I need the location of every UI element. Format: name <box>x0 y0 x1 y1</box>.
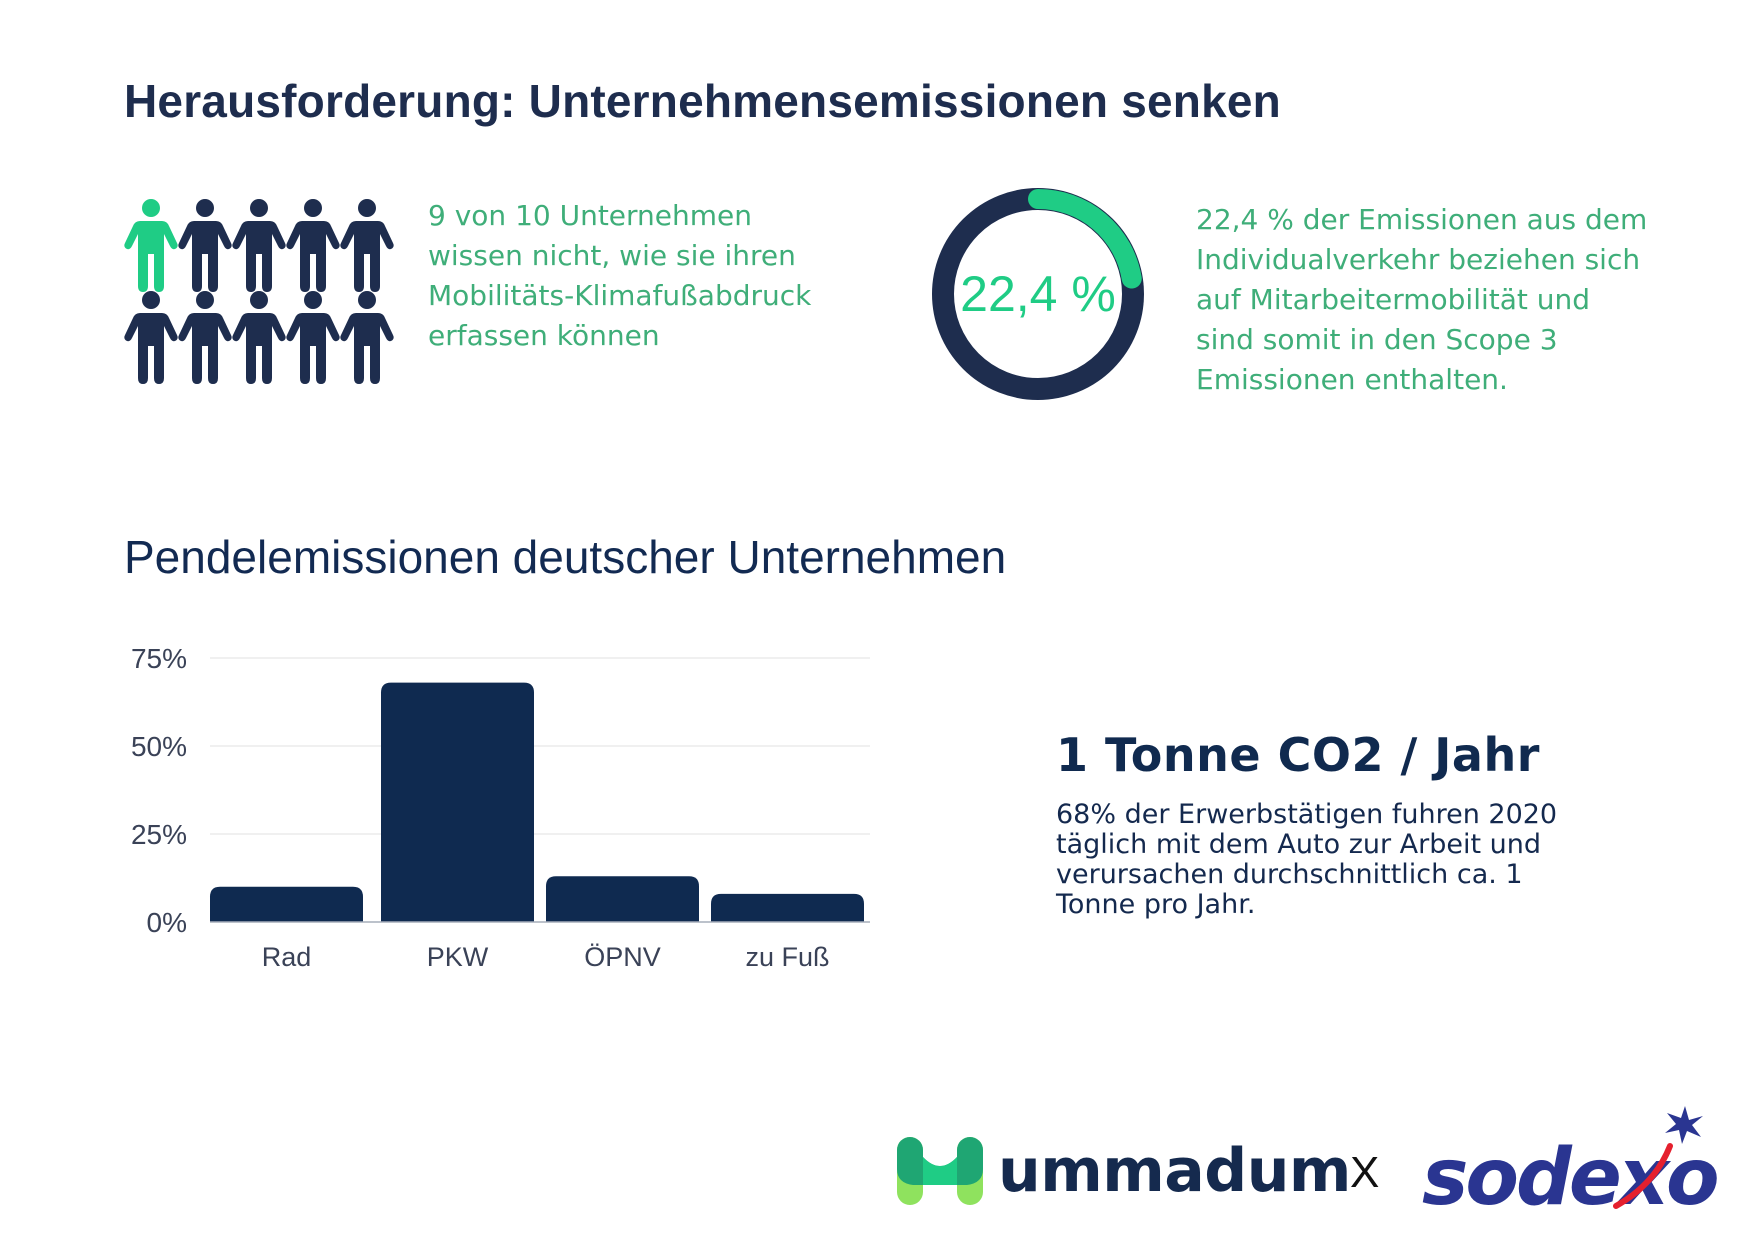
donut-stat-line: 22,4 % der Emissionen aus dem <box>1196 203 1648 236</box>
donut-percent-label: 22,4 % <box>960 266 1116 322</box>
people-stat-line: erfassen können <box>428 319 660 352</box>
bar-chart: 0% 25% 50% 75% Rad PKW ÖPNV zu Fuß <box>131 643 870 972</box>
bar <box>381 682 534 922</box>
person-icon <box>124 291 178 384</box>
callout-title: 1 Tonne CO2 / Jahr <box>1056 728 1540 782</box>
people-stat-line: wissen nicht, wie sie ihren <box>428 239 796 272</box>
x-tick-label: ÖPNV <box>584 942 661 972</box>
y-tick-label: 50% <box>131 731 187 762</box>
y-tick-label: 0% <box>147 907 187 938</box>
sodexo-logo: sodexo <box>1422 1106 1720 1223</box>
person-icon <box>340 199 394 292</box>
page-title: Herausforderung: Unternehmensemissionen … <box>124 75 1281 127</box>
donut-stat-line: Emissionen enthalten. <box>1196 363 1508 396</box>
donut-stat-text: 22,4 % der Emissionen aus dem Individual… <box>1196 200 1666 400</box>
callout-text: 68% der Erwerbstätigen fuhren 2020 tägli… <box>1056 800 1616 920</box>
person-icon-highlighted <box>124 199 178 292</box>
x-tick-label: PKW <box>427 942 489 972</box>
callout-line: täglich mit dem Auto zur Arbeit und <box>1056 829 1542 860</box>
star-icon <box>1665 1106 1703 1144</box>
person-icon <box>286 291 340 384</box>
donut-chart <box>932 188 1144 400</box>
person-icon <box>178 199 232 292</box>
donut-arc-fill <box>1028 189 1142 289</box>
person-icon <box>178 291 232 384</box>
chart-title: Pendelemissionen deutscher Unternehmen <box>124 531 1007 583</box>
ummadum-logo-icon <box>897 1137 983 1205</box>
bar <box>210 886 363 922</box>
callout-line: verursachen durchschnittlich ca. 1 <box>1056 859 1523 890</box>
callout-line: Tonne pro Jahr. <box>1056 889 1256 920</box>
person-icon <box>232 291 286 384</box>
donut-stat-line: Individualverkehr beziehen sich <box>1196 243 1641 276</box>
donut-stat-line: auf Mitarbeitermobilität und <box>1196 283 1591 316</box>
bar <box>546 876 699 922</box>
person-icon <box>286 199 340 292</box>
y-tick-label: 25% <box>131 819 187 850</box>
people-stat-line: 9 von 10 Unternehmen <box>428 199 753 232</box>
donut-stat-line: sind somit in den Scope 3 <box>1196 323 1558 356</box>
person-icon <box>232 199 286 292</box>
y-tick-label: 75% <box>131 643 187 674</box>
ummadum-logo-text: ummadum <box>998 1136 1351 1206</box>
x-tick-label: zu Fuß <box>745 942 829 972</box>
people-icon-grid <box>124 199 394 384</box>
people-stat-text: 9 von 10 Unternehmen wissen nicht, wie s… <box>428 196 858 356</box>
callout-line: 68% der Erwerbstätigen fuhren 2020 <box>1056 799 1558 830</box>
person-icon <box>340 291 394 384</box>
people-stat-line: Mobilitäts-Klimafußabdruck <box>428 279 812 312</box>
x-tick-label: Rad <box>262 942 312 972</box>
bar <box>711 893 864 922</box>
logo-separator: X <box>1350 1148 1380 1197</box>
